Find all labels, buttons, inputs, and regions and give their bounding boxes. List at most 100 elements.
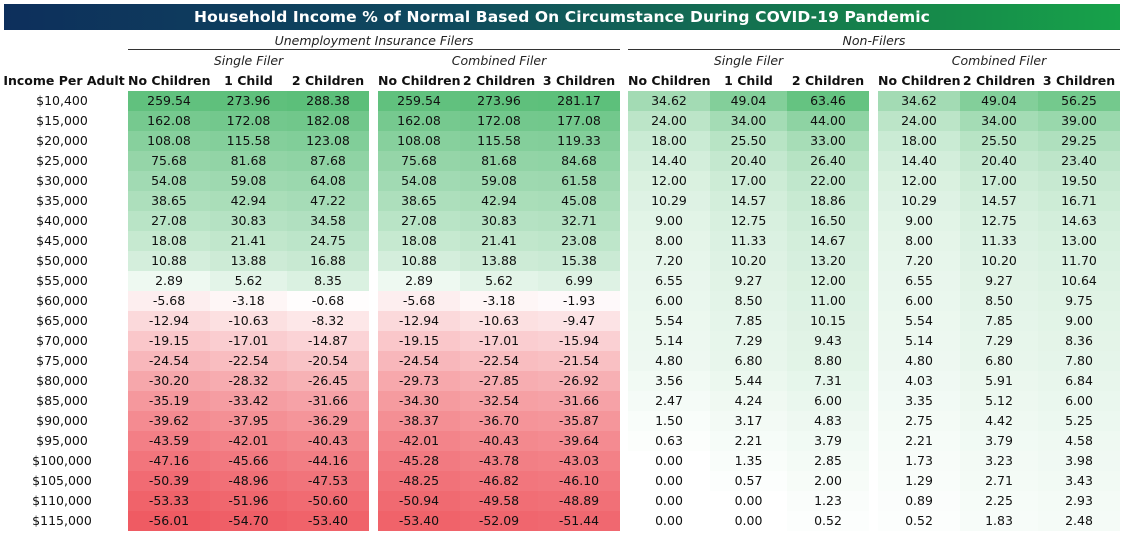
data-cell: -17.01 — [210, 331, 287, 351]
data-cell: 6.00 — [1038, 391, 1120, 411]
data-cell: 1.50 — [628, 411, 710, 431]
data-cell: -39.64 — [538, 431, 620, 451]
data-cell: 18.86 — [787, 191, 869, 211]
data-cell: 172.08 — [210, 111, 287, 131]
data-cell: -35.87 — [538, 411, 620, 431]
data-cell: 0.00 — [710, 511, 787, 531]
data-cell: 13.88 — [210, 251, 287, 271]
data-cell: 3.79 — [787, 431, 869, 451]
data-cell: 7.85 — [710, 311, 787, 331]
data-cell: 1.35 — [710, 451, 787, 471]
data-cell: 5.54 — [878, 311, 960, 331]
data-cell: 0.00 — [628, 491, 710, 511]
data-cell: 6.55 — [878, 271, 960, 291]
data-cell: 10.64 — [1038, 271, 1120, 291]
data-cell: 13.00 — [1038, 231, 1120, 251]
column-header: 2 Children — [291, 73, 365, 88]
data-cell: 3.35 — [878, 391, 960, 411]
data-cell: -46.10 — [538, 471, 620, 491]
data-cell: 44.00 — [787, 111, 869, 131]
data-cell: 6.00 — [628, 291, 710, 311]
data-cell: 11.00 — [787, 291, 869, 311]
data-cell: -10.63 — [210, 311, 287, 331]
data-cell: -43.03 — [538, 451, 620, 471]
subgroup-header: Single Filer — [713, 53, 784, 68]
subgroup-header: Combined Filer — [951, 53, 1047, 68]
row-label: $85,000 — [36, 393, 88, 408]
data-cell: 4.24 — [710, 391, 787, 411]
data-cell: 8.50 — [960, 291, 1038, 311]
data-cell: -5.68 — [128, 291, 210, 311]
data-cell: 1.29 — [878, 471, 960, 491]
data-cell: -19.15 — [378, 331, 460, 351]
data-cell: -50.39 — [128, 471, 210, 491]
data-cell: 12.75 — [960, 211, 1038, 231]
data-cell: 12.00 — [787, 271, 869, 291]
data-cell: 27.08 — [378, 211, 460, 231]
data-cell: 16.88 — [287, 251, 369, 271]
data-cell: 9.43 — [787, 331, 869, 351]
data-cell: -15.94 — [538, 331, 620, 351]
data-cell: 49.04 — [960, 91, 1038, 111]
data-cell: 25.50 — [960, 131, 1038, 151]
data-cell: 24.00 — [628, 111, 710, 131]
data-cell: 20.40 — [960, 151, 1038, 171]
data-cell: 16.71 — [1038, 191, 1120, 211]
column-header: 1 Child — [724, 73, 773, 88]
data-cell: 16.50 — [787, 211, 869, 231]
table-title: Household Income % of Normal Based On Ci… — [4, 4, 1120, 30]
data-cell: 6.84 — [1038, 371, 1120, 391]
data-cell: 47.22 — [287, 191, 369, 211]
row-label: $100,000 — [32, 453, 92, 468]
data-cell: 19.50 — [1038, 171, 1120, 191]
data-cell: 2.21 — [878, 431, 960, 451]
data-cell: 6.00 — [878, 291, 960, 311]
row-label: $15,000 — [36, 113, 88, 128]
data-cell: -43.78 — [460, 451, 538, 471]
data-cell: 18.00 — [878, 131, 960, 151]
data-cell: 4.42 — [960, 411, 1038, 431]
data-cell: -51.96 — [210, 491, 287, 511]
data-cell: -47.53 — [287, 471, 369, 491]
data-cell: -5.68 — [378, 291, 460, 311]
data-cell: 2.75 — [878, 411, 960, 431]
data-cell: 8.35 — [287, 271, 369, 291]
data-cell: 25.50 — [710, 131, 787, 151]
data-cell: -40.43 — [460, 431, 538, 451]
data-cell: 26.40 — [787, 151, 869, 171]
data-cell: 6.80 — [710, 351, 787, 371]
data-cell: 2.25 — [960, 491, 1038, 511]
data-cell: 10.88 — [378, 251, 460, 271]
data-cell: 182.08 — [287, 111, 369, 131]
data-cell: 2.93 — [1038, 491, 1120, 511]
data-cell: 115.58 — [210, 131, 287, 151]
data-cell: -37.95 — [210, 411, 287, 431]
data-cell: -8.32 — [287, 311, 369, 331]
data-cell: 14.40 — [878, 151, 960, 171]
data-cell: -49.58 — [460, 491, 538, 511]
data-cell: 281.17 — [538, 91, 620, 111]
data-cell: -9.47 — [538, 311, 620, 331]
data-cell: -48.96 — [210, 471, 287, 491]
data-cell: 75.68 — [128, 151, 210, 171]
data-cell: 15.38 — [538, 251, 620, 271]
data-cell: -45.66 — [210, 451, 287, 471]
row-label: $30,000 — [36, 173, 88, 188]
row-label: $75,000 — [36, 353, 88, 368]
row-label: $110,000 — [32, 493, 92, 508]
data-cell: 24.00 — [878, 111, 960, 131]
group-header: Non-Filers — [628, 34, 1120, 50]
column-header: 2 Children — [791, 73, 865, 88]
data-cell: 108.08 — [378, 131, 460, 151]
data-cell: -31.66 — [538, 391, 620, 411]
data-cell: 42.94 — [460, 191, 538, 211]
row-label: $50,000 — [36, 253, 88, 268]
data-cell: 27.08 — [128, 211, 210, 231]
data-cell: 14.40 — [628, 151, 710, 171]
data-cell: 6.99 — [538, 271, 620, 291]
data-cell: 10.29 — [878, 191, 960, 211]
data-cell: -12.94 — [378, 311, 460, 331]
row-label: $65,000 — [36, 313, 88, 328]
data-cell: 8.00 — [628, 231, 710, 251]
data-cell: 4.83 — [787, 411, 869, 431]
